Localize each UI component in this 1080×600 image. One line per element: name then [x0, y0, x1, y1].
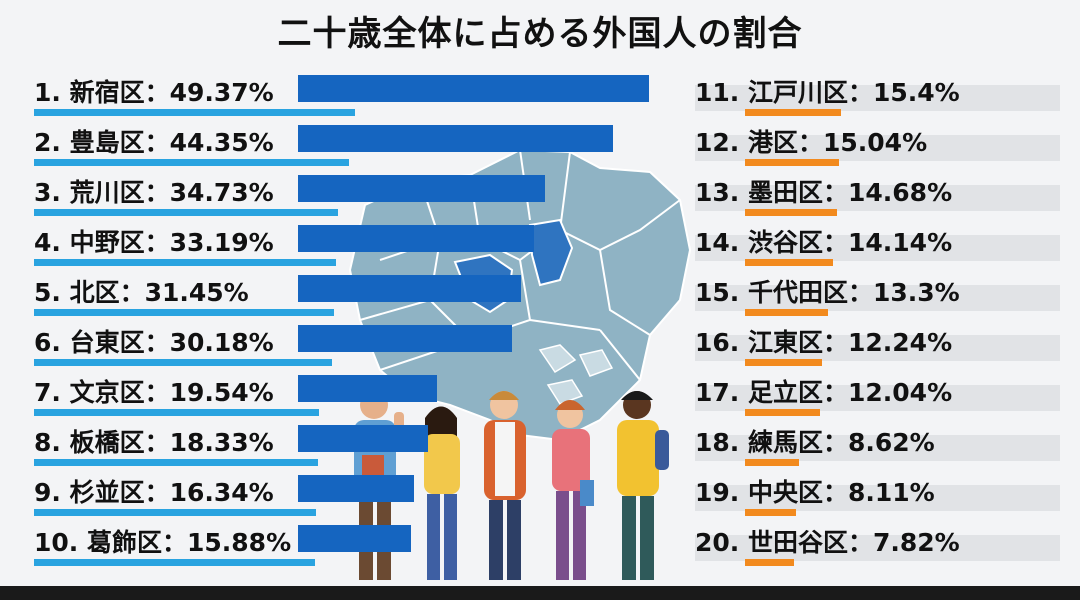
bottom-dark-band — [0, 586, 1080, 600]
bar-track-17 — [695, 385, 1060, 411]
bar-underline-8 — [34, 459, 318, 466]
bar-3 — [298, 175, 545, 202]
bar-label-11: 11. 江戸川区：15.4% — [695, 78, 960, 107]
bar-14 — [745, 259, 833, 266]
bar-underline-5 — [34, 309, 334, 316]
bar-label-19: 19. 中央区：8.11% — [695, 478, 935, 507]
bar-17 — [745, 409, 820, 416]
bar-label-3: 3. 荒川区：34.73% — [34, 178, 274, 207]
bar-19 — [745, 509, 796, 516]
bar-label-15: 15. 千代田区：13.3% — [695, 278, 960, 307]
bar-underline-2 — [34, 159, 349, 166]
bar-6 — [298, 325, 512, 352]
bar-9 — [298, 475, 414, 502]
bar-12 — [745, 159, 839, 166]
bar-label-4: 4. 中野区：33.19% — [34, 228, 274, 257]
bar-20 — [745, 559, 794, 566]
bar-label-13: 13. 墨田区：14.68% — [695, 178, 953, 207]
bar-5 — [298, 275, 521, 302]
bar-label-16: 16. 江東区：12.24% — [695, 328, 953, 357]
bar-track-20 — [695, 535, 1060, 561]
bar-18 — [745, 459, 799, 466]
bar-10 — [298, 525, 411, 552]
bar-label-6: 6. 台東区：30.18% — [34, 328, 274, 357]
bar-2 — [298, 125, 613, 152]
bar-11 — [745, 109, 841, 116]
bar-underline-9 — [34, 509, 316, 516]
bar-label-2: 2. 豊島区：44.35% — [34, 128, 274, 157]
bar-underline-10 — [34, 559, 315, 566]
bar-track-14 — [695, 235, 1060, 261]
bar-track-13 — [695, 185, 1060, 211]
bar-label-10: 10. 葛飾区：15.88% — [34, 528, 292, 557]
bar-8 — [298, 425, 428, 452]
bar-label-12: 12. 港区：15.04% — [695, 128, 928, 157]
bar-label-9: 9. 杉並区：16.34% — [34, 478, 274, 507]
bar-13 — [745, 209, 837, 216]
bar-track-18 — [695, 435, 1060, 461]
bar-underline-4 — [34, 259, 336, 266]
bar-track-11 — [695, 85, 1060, 111]
bar-track-12 — [695, 135, 1060, 161]
bar-underline-1 — [34, 109, 355, 116]
bar-underline-3 — [34, 209, 338, 216]
bar-track-15 — [695, 285, 1060, 311]
bar-underline-6 — [34, 359, 332, 366]
map-bay-piers — [538, 344, 614, 405]
bar-label-7: 7. 文京区：19.54% — [34, 378, 274, 407]
bar-underline-7 — [34, 409, 319, 416]
bar-label-5: 5. 北区：31.45% — [34, 278, 249, 307]
bar-label-17: 17. 足立区：12.04% — [695, 378, 953, 407]
bar-label-20: 20. 世田谷区：7.82% — [695, 528, 960, 557]
bar-4 — [298, 225, 534, 252]
bar-label-18: 18. 練馬区：8.62% — [695, 428, 935, 457]
bar-label-8: 8. 板橋区：18.33% — [34, 428, 274, 457]
bar-7 — [298, 375, 437, 402]
bar-label-1: 1. 新宿区：49.37% — [34, 78, 274, 107]
bar-track-16 — [695, 335, 1060, 361]
chart-title: 二十歳全体に占める外国人の割合 — [277, 14, 803, 54]
bar-16 — [745, 359, 822, 366]
bar-15 — [745, 309, 828, 316]
map-highlight-kita — [528, 218, 574, 287]
students-illustration — [354, 390, 669, 580]
bar-track-19 — [695, 485, 1060, 511]
bar-label-14: 14. 渋谷区：14.14% — [695, 228, 953, 257]
bar-1 — [298, 75, 649, 102]
